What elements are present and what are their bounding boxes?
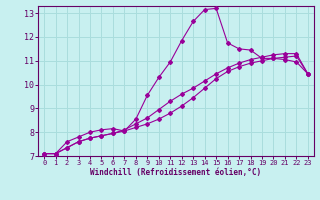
X-axis label: Windchill (Refroidissement éolien,°C): Windchill (Refroidissement éolien,°C)	[91, 168, 261, 177]
